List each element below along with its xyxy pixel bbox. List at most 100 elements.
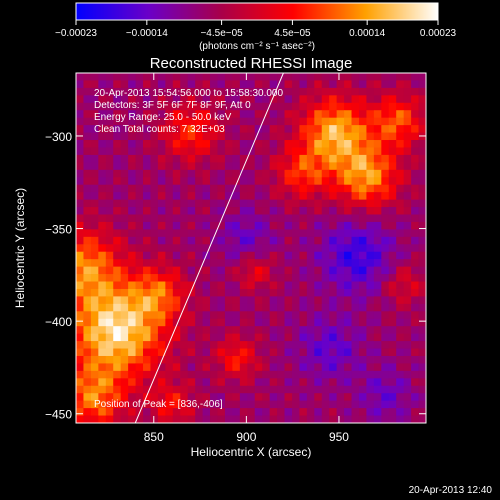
heatmap-cell [83,117,92,126]
heatmap-cell [306,288,315,297]
heatmap-cell [262,95,271,104]
heatmap-cell [366,102,375,111]
heatmap-cell [336,348,345,357]
heatmap-cell [105,251,114,260]
heatmap-cell [277,311,285,320]
heatmap-cell [291,266,300,275]
heatmap-cell [202,378,211,387]
heatmap-cell [165,378,174,387]
heatmap-cell [180,385,189,394]
heatmap-cell [373,162,382,171]
heatmap-cell [232,199,241,208]
heatmap-cell [135,348,144,357]
heatmap-cell [344,288,352,297]
heatmap-cell [76,207,84,215]
heatmap-cell [83,303,92,312]
heatmap-cell [150,229,159,238]
heatmap-cell [128,140,136,148]
heatmap-cell [128,184,136,193]
heatmap-cell [150,80,159,89]
heatmap-cell [396,169,405,178]
heatmap-cell [150,348,159,357]
heatmap-cell [358,266,367,275]
heatmap-cell [336,110,345,119]
heatmap-cell [113,378,122,387]
heatmap-cell [172,326,181,335]
heatmap-cell [254,169,263,178]
heatmap-cell [306,393,315,402]
heatmap-cell [217,415,226,423]
heatmap-cell [411,259,419,268]
heatmap-cell [262,393,271,402]
heatmap-cell [351,102,360,111]
heatmap-cell [306,214,315,223]
heatmap-cell [269,400,278,409]
heatmap-cell [150,363,159,372]
heatmap-cell [120,177,129,186]
heatmap-cell [128,288,136,297]
heatmap-cell [291,378,300,387]
heatmap-cell [239,303,248,312]
heatmap-cell [254,125,263,133]
heatmap-cell [403,132,412,141]
heatmap-cell [143,95,151,104]
heatmap-cell [150,355,159,364]
heatmap-cell [388,274,397,282]
heatmap-cell [247,192,256,200]
heatmap-cell [321,169,330,178]
heatmap-cell [403,80,412,89]
heatmap-cell [262,326,271,335]
heatmap-cell [143,147,151,156]
heatmap-cell [180,370,189,379]
heatmap-cell [299,385,308,394]
heatmap-cell [336,207,345,215]
heatmap-cell [224,184,233,193]
heatmap-cell [202,229,211,238]
heatmap-cell [411,192,419,200]
heatmap-cell [411,341,419,349]
heatmap-cell [113,169,122,178]
heatmap-cell [232,102,241,111]
heatmap-cell [150,169,159,178]
heatmap-cell [411,318,419,327]
heatmap-cell [351,229,360,238]
heatmap-cell [269,169,278,178]
heatmap-cell [299,117,308,126]
heatmap-cell [187,87,196,96]
heatmap-cell [329,400,338,409]
heatmap-cell [351,370,360,379]
heatmap-cell [83,318,92,327]
heatmap-cell [232,326,241,335]
heatmap-cell [373,348,382,357]
heatmap-cell [269,363,278,372]
heatmap-cell [388,355,397,364]
heatmap-cell [135,80,144,89]
heatmap-cell [187,259,196,268]
heatmap-cell [388,296,397,305]
heatmap-cell [210,132,218,141]
heatmap-cell [314,393,323,402]
heatmap-cell [351,288,360,297]
heatmap-cell [344,177,352,186]
heatmap-cell [105,326,114,335]
heatmap-cell [120,73,129,81]
heatmap-cell [113,214,122,223]
heatmap-cell [411,296,419,305]
heatmap-cell [76,140,84,148]
heatmap-cell [411,274,419,282]
heatmap-cell [299,378,308,387]
heatmap-cell [143,296,151,305]
heatmap-cell [344,296,352,305]
heatmap-cell [232,333,241,342]
heatmap-cell [291,274,300,282]
heatmap-cell [83,207,92,215]
heatmap-cell [403,214,412,223]
heatmap-cell [344,147,352,156]
heatmap-cell [366,393,375,402]
heatmap-cell [344,355,352,364]
heatmap-cell [210,95,218,104]
heatmap-cell [373,199,382,208]
heatmap-cell [76,110,84,119]
heatmap-cell [284,400,293,409]
heatmap-cell [336,221,345,230]
